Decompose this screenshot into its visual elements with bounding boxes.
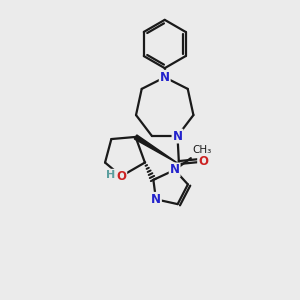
Text: N: N [151, 193, 161, 206]
Text: CH₃: CH₃ [192, 145, 212, 155]
Text: N: N [160, 71, 170, 84]
Text: O: O [198, 155, 208, 168]
Text: N: N [169, 164, 180, 176]
Polygon shape [134, 135, 179, 164]
Text: N: N [172, 130, 182, 142]
Text: H: H [106, 170, 116, 180]
Text: O: O [116, 170, 126, 183]
